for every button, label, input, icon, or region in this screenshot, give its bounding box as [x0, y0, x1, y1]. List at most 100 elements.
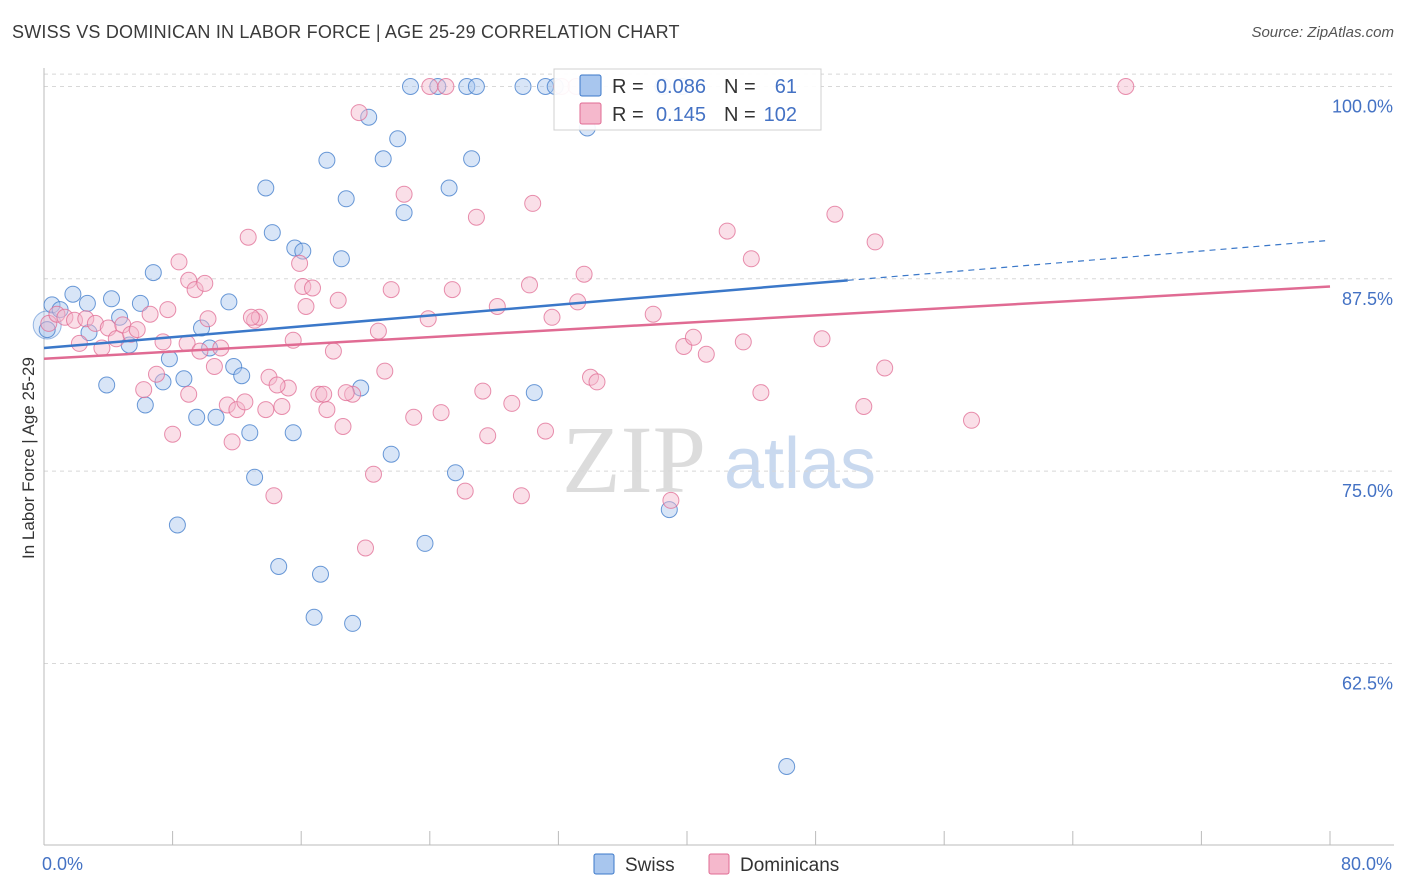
watermark-zip: ZIP — [562, 406, 706, 513]
dominican-point — [697, 345, 715, 363]
dominican-point — [77, 310, 95, 328]
dominican-point — [279, 379, 297, 397]
dominican-point — [344, 385, 362, 403]
legend-n-label: N = — [724, 104, 756, 126]
legend-r-label: R = — [612, 104, 644, 126]
dominican-point — [159, 301, 177, 319]
dominican-point — [196, 274, 214, 292]
x-tick-label: 80.0% — [1341, 854, 1392, 874]
swiss-point — [463, 150, 481, 168]
swiss-point — [98, 376, 116, 394]
legend-n-value: 61 — [775, 76, 797, 98]
dominican-point — [421, 78, 439, 95]
dominican-point — [543, 308, 561, 326]
swiss-point — [312, 565, 329, 583]
swiss-point — [103, 290, 120, 308]
dominican-point — [273, 398, 291, 415]
dominican-point — [419, 310, 437, 328]
dominican-point — [734, 333, 752, 351]
swiss-point — [337, 190, 355, 208]
dominican-point — [876, 359, 894, 377]
dominican-point — [662, 491, 680, 509]
y-tick-label: 100.0% — [1332, 96, 1393, 116]
swiss-point — [458, 78, 476, 95]
swiss-point — [402, 78, 419, 95]
dominican-point — [365, 465, 382, 483]
dominican-point — [257, 401, 275, 419]
dominican-point — [297, 298, 315, 315]
dominican-point — [205, 358, 223, 375]
swiss-point — [64, 285, 82, 303]
swiss-point — [360, 108, 378, 126]
dominican-point — [350, 104, 368, 122]
dominican-point — [437, 78, 455, 95]
swiss-point — [416, 534, 434, 552]
swiss-point — [374, 150, 392, 168]
swiss-point — [389, 130, 407, 148]
dominican-point — [337, 384, 355, 402]
dominican-point — [488, 298, 506, 315]
axes: 62.5% 75.0% 87.5% 100.0% 0.0% 80.0% — [42, 68, 1394, 874]
chart-source: Source: ZipAtlas.com — [1251, 24, 1394, 41]
dominican-point — [382, 281, 400, 299]
dominican-point — [456, 482, 474, 500]
trend-lines — [43, 239, 1331, 361]
swiss-point — [778, 758, 796, 775]
dominican-point — [148, 365, 165, 383]
dominican-point — [537, 422, 554, 440]
bottom-legend-label-swiss: Swiss — [625, 855, 675, 876]
dominican-point — [479, 427, 497, 445]
swiss-point — [382, 445, 400, 463]
dominican-point — [268, 376, 286, 394]
legend-r-label: R = — [612, 76, 644, 98]
dominican-point — [742, 250, 760, 268]
dominican-point — [443, 281, 461, 299]
legend-swatch-swiss — [579, 74, 602, 97]
swiss-point — [188, 408, 206, 426]
dominican-point — [180, 271, 198, 289]
swiss-point — [43, 296, 61, 314]
y-tick-label: 75.0% — [1342, 481, 1393, 501]
dominican-point — [329, 291, 347, 309]
dominican-point — [752, 384, 770, 402]
swiss-point — [270, 558, 288, 575]
y-tick-label: 62.5% — [1342, 673, 1393, 693]
swiss-point — [207, 408, 225, 426]
swiss-point — [305, 608, 323, 626]
swiss-point — [344, 614, 362, 632]
swiss-point — [131, 294, 149, 312]
swiss-point — [284, 424, 302, 442]
swiss-point — [467, 78, 485, 95]
dominican-point — [324, 342, 342, 360]
swiss-point — [175, 370, 193, 388]
swiss-point — [318, 151, 336, 169]
swiss-point — [514, 78, 532, 95]
swiss-point — [395, 204, 413, 222]
swiss-point — [257, 179, 275, 197]
dominican-point — [310, 385, 328, 403]
legend-r-value: 0.086 — [656, 76, 706, 98]
swiss-point — [168, 516, 186, 534]
dominican-point — [395, 185, 413, 203]
swiss-point — [78, 294, 96, 312]
dominican-point — [304, 279, 321, 297]
swiss-point — [144, 264, 162, 282]
dominican-point — [866, 233, 884, 251]
y-tick-label: 87.5% — [1342, 289, 1393, 309]
dominican-point — [467, 208, 485, 226]
dominican-point — [242, 308, 260, 326]
y-axis-title: In Labor Force | Age 25-29 — [19, 357, 38, 559]
dominican-point — [199, 310, 217, 328]
swiss-trend-extension — [847, 239, 1331, 281]
swiss-point — [241, 424, 259, 442]
scatter-points — [32, 78, 1135, 775]
dominican-point — [369, 322, 387, 340]
swiss-point — [233, 367, 251, 385]
dominican-trend-line — [43, 285, 1331, 361]
dominican-point — [524, 194, 542, 212]
swiss-point — [440, 179, 458, 197]
dominican-point — [813, 330, 831, 348]
dominican-point — [180, 385, 198, 403]
dominican-point — [334, 418, 352, 435]
